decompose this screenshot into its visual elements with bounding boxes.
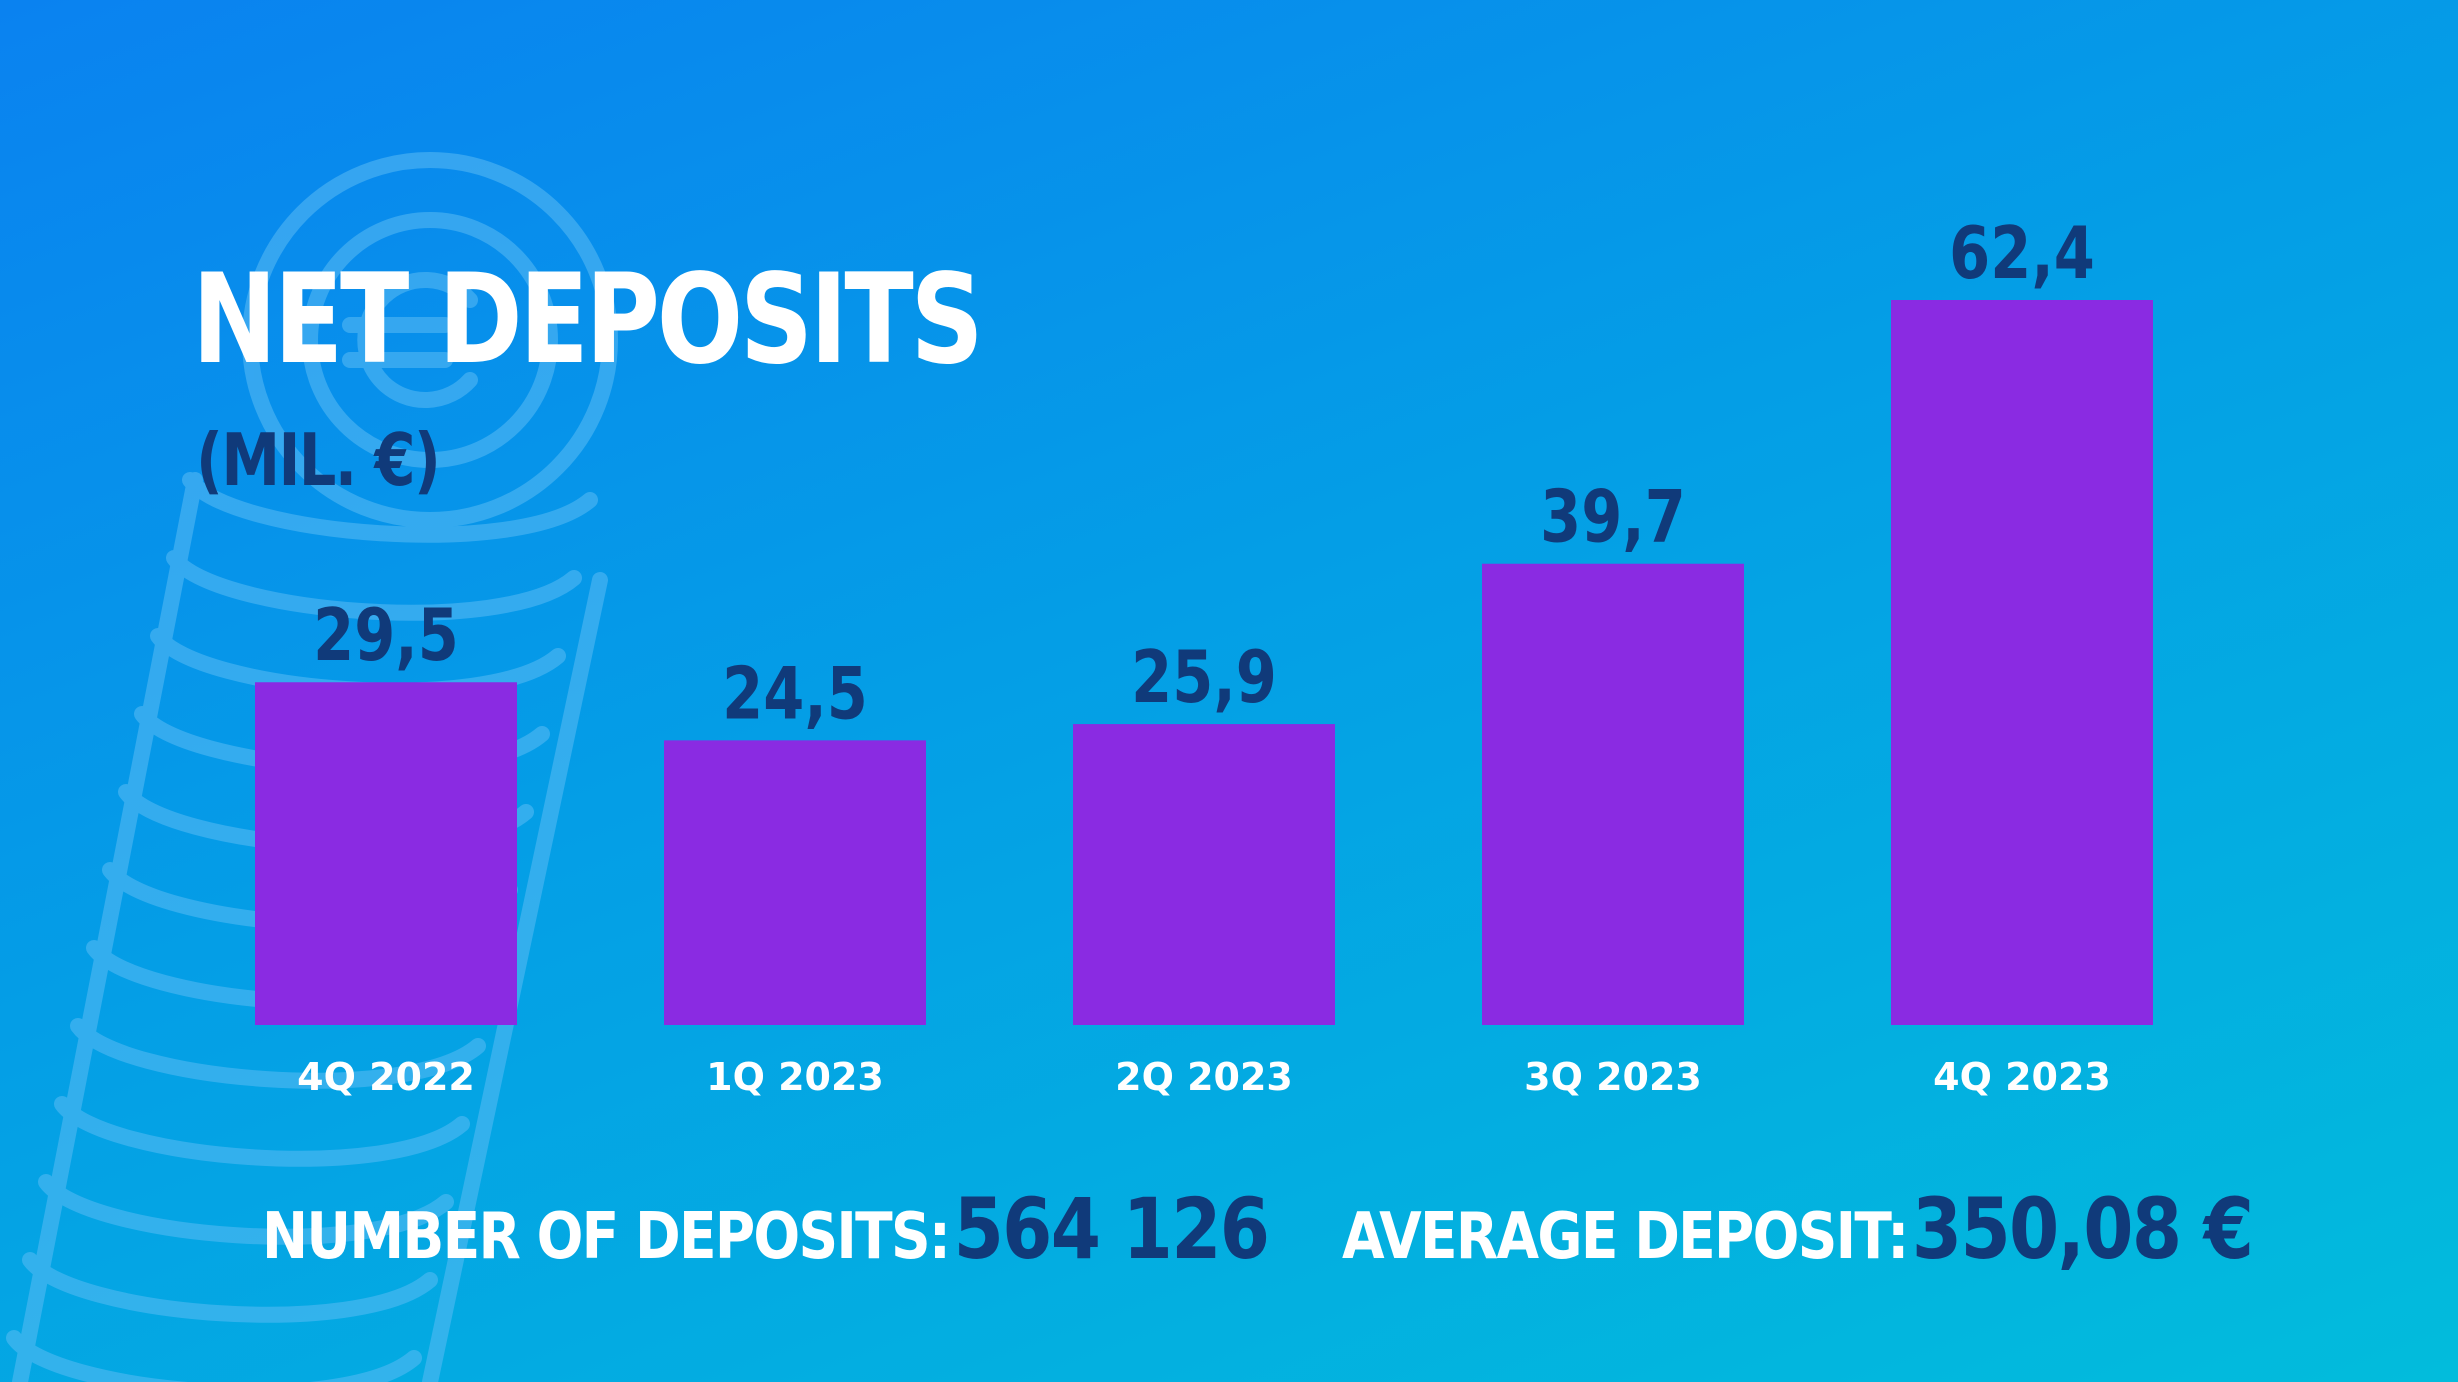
bar-1q-2023 [664,740,926,1025]
data-label: 62,4 [1949,211,2095,295]
number-of-deposits-value: 564 126 [953,1180,1270,1278]
category-label: 3Q 2023 [1524,1055,1702,1099]
chart-title: NET DEPOSITS [192,248,984,392]
category-label: 4Q 2022 [297,1055,475,1099]
chart-subtitle: (MIL. €) [196,418,441,502]
data-label: 25,9 [1131,635,1277,719]
bar-4q-2023 [1891,300,2153,1025]
average-deposit-stat: AVERAGE DEPOSIT: 350,08 € [1342,1180,2254,1278]
data-label: 24,5 [722,652,868,736]
bar-3q-2023 [1482,563,1744,1025]
category-label: 2Q 2023 [1115,1055,1293,1099]
category-label: 4Q 2023 [1933,1055,2111,1099]
average-deposit-value: 350,08 € [1911,1180,2254,1278]
bar-4q-2022 [255,682,517,1025]
category-label: 1Q 2023 [706,1055,884,1099]
bar-2q-2023 [1073,724,1335,1025]
data-label: 39,7 [1540,475,1686,559]
number-of-deposits-stat: NUMBER OF DEPOSITS: 564 126 [262,1180,1270,1278]
average-deposit-label: AVERAGE DEPOSIT: [1342,1200,1909,1274]
data-label: 29,5 [313,594,459,678]
number-of-deposits-label: NUMBER OF DEPOSITS: [262,1200,951,1274]
